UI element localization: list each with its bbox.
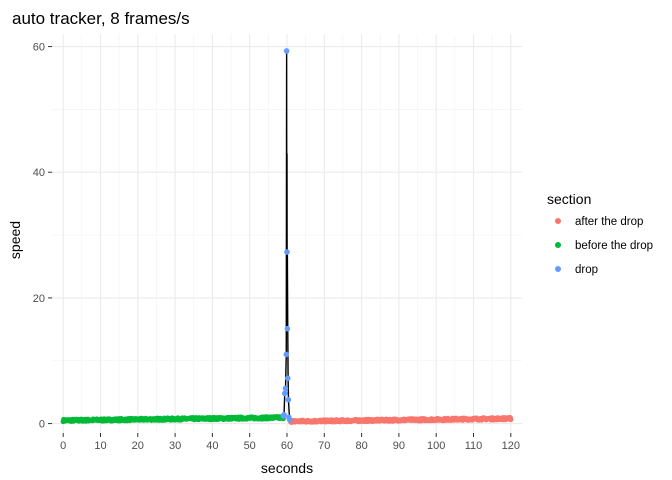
legend-title: section [547,191,591,207]
y-tick-label: 20 [33,293,45,305]
data-point [283,48,290,54]
data-point [281,411,287,418]
y-axis-title: speed [7,221,23,259]
data-point [281,390,288,397]
x-axis: 0 10 20 30 40 50 60 70 80 90 100 110 120 [60,433,520,452]
y-tick-label: 60 [33,42,45,54]
x-tick-label: 10 [94,440,106,452]
legend-key [555,242,561,248]
x-tick-label: 80 [355,440,367,452]
data-point [284,325,291,332]
x-tick-label: 110 [465,440,483,452]
data-point [284,249,290,255]
legend-label: before the drop [575,240,653,252]
chart-title: auto tracker, 8 frames/s [12,9,190,28]
legend-key [555,266,561,272]
x-axis-title: seconds [261,460,313,476]
legend-label: after the drop [575,216,643,228]
x-tick-label: 60 [281,440,293,452]
data-point [508,416,514,423]
x-tick-label: 50 [244,440,256,452]
x-tick-label: 100 [427,440,445,452]
x-tick-label: 0 [60,440,66,452]
data-point [285,396,292,403]
data-point [286,417,293,423]
legend: section after the drop before the drop dro… [547,191,653,276]
data-point [282,385,289,392]
y-tick-label: 0 [39,419,45,431]
x-tick-label: 70 [318,440,330,452]
legend-label: drop [575,264,598,276]
y-tick-label: 40 [33,167,45,179]
legend-key [555,218,561,224]
x-tick-label: 20 [132,440,144,452]
x-tick-label: 90 [393,440,405,452]
data-point [284,375,291,382]
data-points [60,48,514,426]
x-tick-label: 40 [206,440,218,452]
x-tick-label: 30 [169,440,181,452]
data-point [283,351,290,358]
x-tick-label: 120 [502,440,520,452]
y-axis: 0 20 40 60 [33,42,52,431]
